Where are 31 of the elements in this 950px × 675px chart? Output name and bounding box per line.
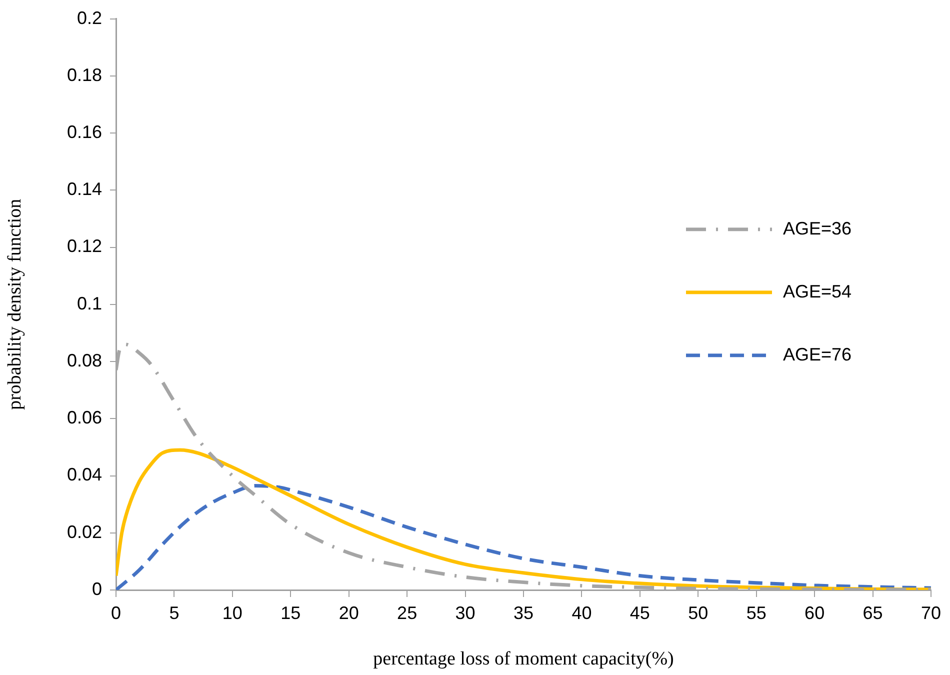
x-tick-label: 45 <box>630 602 650 623</box>
y-tick-label: 0 <box>92 578 102 599</box>
y-tick-label: 0.14 <box>66 179 102 200</box>
x-tick-label: 30 <box>455 602 476 623</box>
x-tick-label: 10 <box>222 602 242 623</box>
y-tick-label: 0.12 <box>66 236 102 256</box>
y-tick-label: 0.16 <box>66 122 102 142</box>
x-tick-label: 0 <box>110 602 122 623</box>
x-tick-label: 40 <box>572 602 592 623</box>
x-axis-title: percentage loss of moment capacity(%) <box>373 648 674 670</box>
y-tick-label: 0.1 <box>76 293 102 314</box>
y-axis-title: probability density function <box>4 198 26 410</box>
x-tick-label: 60 <box>804 602 825 623</box>
x-tick-label: 55 <box>746 602 766 623</box>
legend-label: AGE=36 <box>783 218 852 238</box>
legend-label: AGE=54 <box>783 281 852 302</box>
y-tick-label: 0.08 <box>66 350 102 370</box>
y-tick-label: 0.02 <box>66 522 102 542</box>
y-tick-label: 0.04 <box>66 464 102 485</box>
x-tick-label: 5 <box>169 602 180 623</box>
x-tick-label: 25 <box>397 602 418 623</box>
x-tick-label: 65 <box>862 602 883 623</box>
x-tick-label: 35 <box>513 602 534 623</box>
legend-label: AGE=76 <box>783 344 852 364</box>
y-tick-label: 0.06 <box>66 408 102 428</box>
x-tick-label: 20 <box>338 602 359 623</box>
x-tick-label: 15 <box>280 602 301 623</box>
x-tick-label: 70 <box>920 602 942 623</box>
y-tick-label: 0.2 <box>76 8 102 28</box>
x-tick-label: 50 <box>688 602 708 623</box>
y-tick-label: 0.18 <box>66 64 102 85</box>
